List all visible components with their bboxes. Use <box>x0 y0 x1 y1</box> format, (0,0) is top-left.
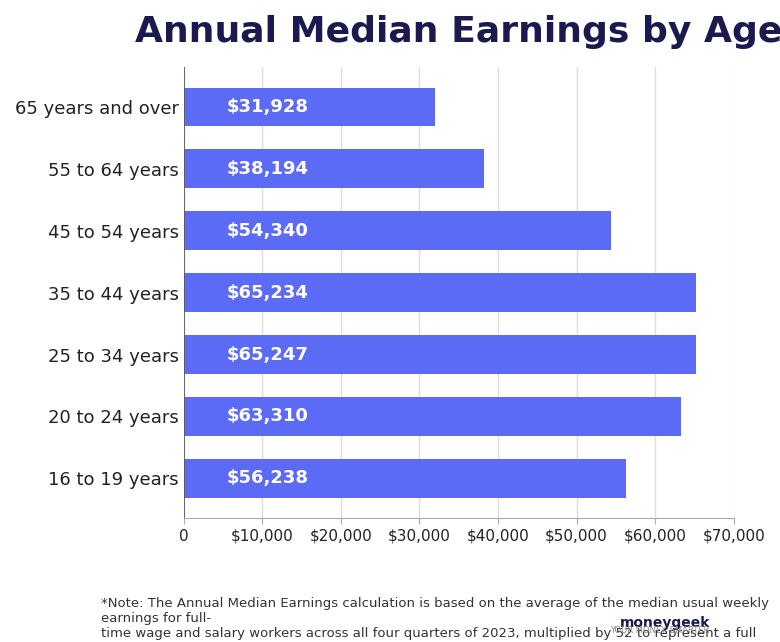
Bar <box>184 150 484 188</box>
Text: $56,238: $56,238 <box>227 469 309 487</box>
Bar <box>184 335 697 374</box>
Text: $63,310: $63,310 <box>227 408 309 426</box>
Bar <box>184 211 611 250</box>
Bar <box>184 397 681 436</box>
Text: $65,234: $65,234 <box>227 284 309 302</box>
Text: YOUR MONEY. SMARTER: YOUR MONEY. SMARTER <box>611 626 710 635</box>
Text: $54,340: $54,340 <box>227 221 309 239</box>
Text: moneygeek: moneygeek <box>619 616 710 630</box>
Text: $31,928: $31,928 <box>227 98 309 116</box>
Text: $65,247: $65,247 <box>227 345 309 363</box>
Text: $38,194: $38,194 <box>227 160 309 178</box>
Title: Annual Median Earnings by Age: Annual Median Earnings by Age <box>135 15 780 49</box>
Text: *Note: The Annual Median Earnings calculation is based on the average of the med: *Note: The Annual Median Earnings calcul… <box>101 597 769 642</box>
Bar <box>184 459 626 498</box>
Bar <box>184 87 434 126</box>
Bar <box>184 273 697 312</box>
